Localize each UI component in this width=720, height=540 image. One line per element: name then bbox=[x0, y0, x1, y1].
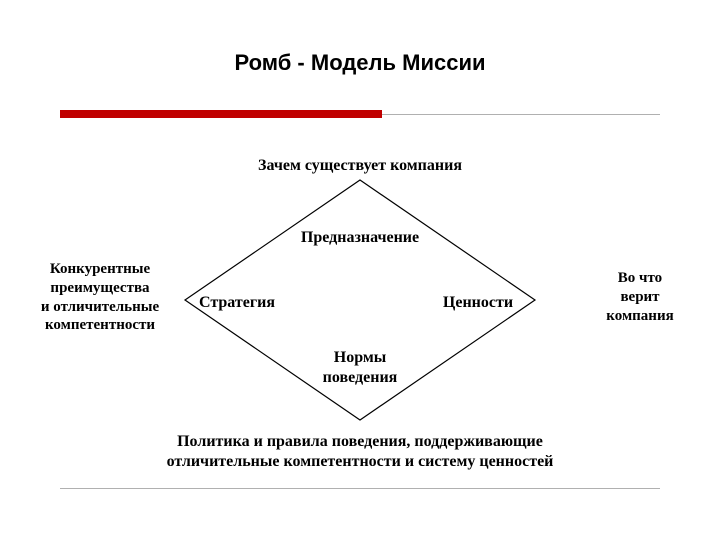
label-bottom-inner: Нормыповедения bbox=[290, 348, 430, 388]
label-left-outer: Конкурентныепреимуществаи отличительныек… bbox=[25, 260, 175, 335]
label-left-inner: Стратегия bbox=[177, 293, 297, 313]
label-top-outer: Зачем существует компания bbox=[210, 156, 510, 176]
label-bottom-outer: Политика и правила поведения, поддержива… bbox=[110, 432, 610, 472]
label-top-inner: Предназначение bbox=[260, 228, 460, 248]
label-right-outer: Во чтовериткомпания bbox=[585, 269, 695, 325]
label-right-inner: Ценности bbox=[418, 293, 538, 313]
page-root: Ромб - Модель Миссии Зачем существует ко… bbox=[0, 0, 720, 540]
